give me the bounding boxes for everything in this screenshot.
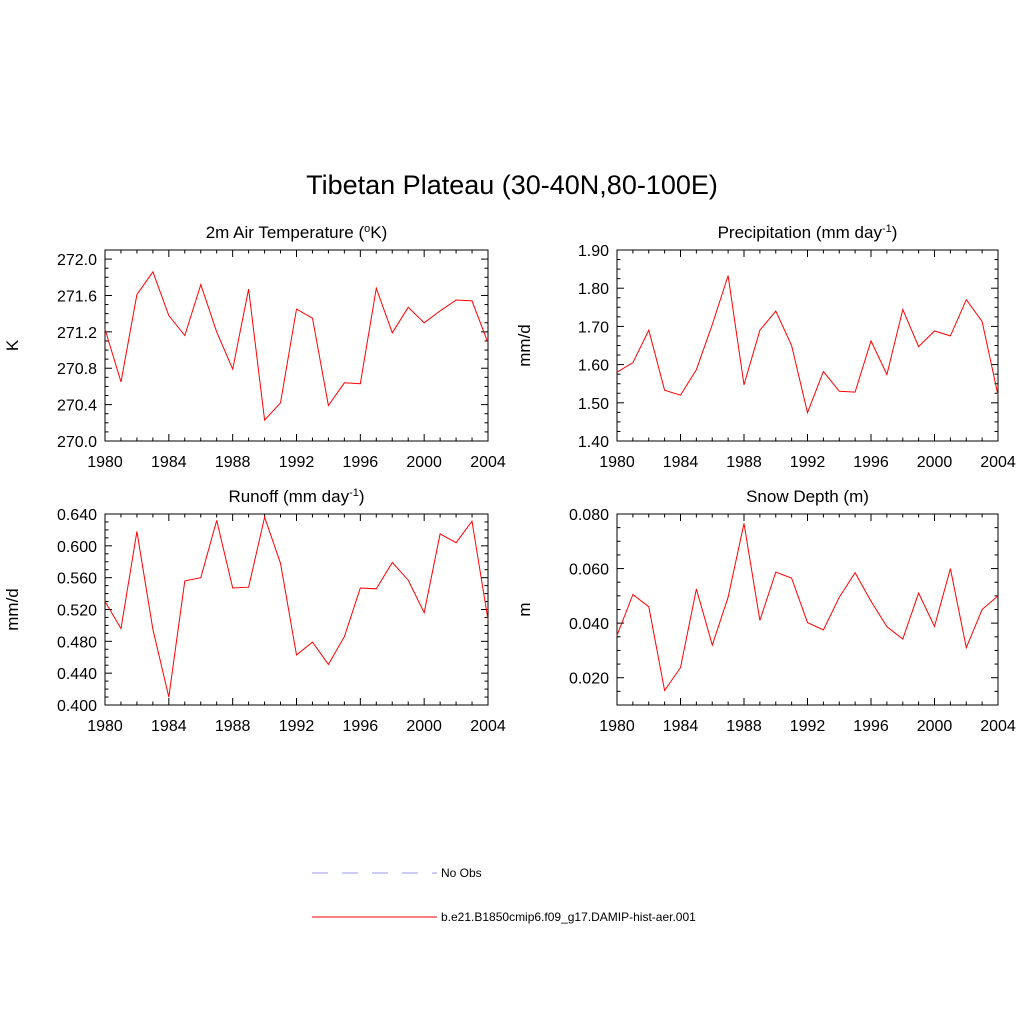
plot-frame bbox=[104, 249, 489, 442]
y-tick-label: 0.440 bbox=[57, 666, 97, 683]
panel-title: 2m Air Temperature (oK) bbox=[206, 223, 388, 242]
y-axis-label: mm/d bbox=[3, 588, 22, 631]
y-tick-label: 1.50 bbox=[578, 396, 609, 413]
y-tick-label: 1.70 bbox=[578, 319, 609, 336]
y-tick-label: 1.90 bbox=[578, 243, 609, 260]
series-line bbox=[616, 523, 999, 692]
x-tick-label: 1988 bbox=[726, 718, 762, 735]
x-tick-label: 1996 bbox=[853, 718, 889, 735]
precipitation-panel: 1980 1984 1988 1992 1996 2000 2004 1.40 1.50 1.60… bbox=[515, 223, 1016, 471]
x-tick-label: 1996 bbox=[343, 718, 379, 735]
x-tick-label: 1984 bbox=[151, 454, 187, 471]
x-tick-label: 1992 bbox=[279, 454, 315, 471]
legend-label-no-obs: No Obs bbox=[441, 866, 482, 880]
y-tick-label: 0.040 bbox=[569, 616, 609, 633]
x-tick-label: 1980 bbox=[87, 718, 123, 735]
plot-frame bbox=[104, 513, 489, 706]
x-tick-label: 1984 bbox=[663, 454, 699, 471]
y-tick-label: 270.4 bbox=[57, 398, 97, 415]
legend bbox=[312, 872, 437, 918]
y-tick-label: 0.560 bbox=[57, 571, 97, 588]
series-line bbox=[616, 275, 999, 415]
y-tick-label: 1.40 bbox=[578, 434, 609, 451]
x-tick-label: 2000 bbox=[917, 454, 953, 471]
snow-depth-panel: 1980 1984 1988 1992 1996 2000 2004 0.020 0.040 0.… bbox=[515, 487, 1016, 735]
x-tick-label: 1988 bbox=[215, 454, 251, 471]
x-tick-label: 1980 bbox=[599, 718, 635, 735]
air-temperature-panel: 1980 1984 1988 1992 1996 2000 2004 270.0 270.4 27… bbox=[3, 223, 506, 471]
y-tick-label: 0.600 bbox=[57, 539, 97, 556]
x-tick-label: 1984 bbox=[151, 718, 187, 735]
y-tick-label: 0.060 bbox=[569, 562, 609, 579]
series-line bbox=[104, 515, 489, 698]
x-tick-label: 2004 bbox=[980, 718, 1016, 735]
x-tick-label: 1988 bbox=[726, 454, 762, 471]
y-tick-label: 1.80 bbox=[578, 281, 609, 298]
y-tick-label: 0.520 bbox=[57, 603, 97, 620]
y-tick-label: 0.080 bbox=[569, 507, 609, 524]
x-tick-label: 1992 bbox=[279, 718, 315, 735]
y-axis-label: m bbox=[515, 602, 534, 616]
x-tick-label: 2000 bbox=[917, 718, 953, 735]
y-tick-label: 0.020 bbox=[569, 671, 609, 688]
x-tick-label: 1980 bbox=[599, 454, 635, 471]
x-tick-label: 1992 bbox=[790, 718, 826, 735]
x-tick-label: 2004 bbox=[470, 454, 506, 471]
x-tick-label: 1992 bbox=[790, 454, 826, 471]
y-tick-label: 0.640 bbox=[57, 507, 97, 524]
x-tick-label: 2004 bbox=[980, 454, 1016, 471]
x-tick-label: 2004 bbox=[470, 718, 506, 735]
runoff-panel: 1980 1984 1988 1992 1996 2000 2004 0.400 0.440 0.… bbox=[3, 487, 506, 735]
legend-label-model: b.e21.B1850cmip6.f09_g17.DAMIP-hist-aer.… bbox=[441, 910, 696, 924]
panel-title: Precipitation (mm day-1) bbox=[718, 223, 898, 242]
y-tick-label: 270.8 bbox=[57, 361, 97, 378]
x-tick-label: 2000 bbox=[406, 454, 442, 471]
panel-title: Snow Depth (m) bbox=[746, 487, 869, 506]
x-tick-label: 1996 bbox=[853, 454, 889, 471]
x-tick-label: 2000 bbox=[406, 718, 442, 735]
x-tick-label: 1984 bbox=[663, 718, 699, 735]
y-axis-label: K bbox=[3, 339, 22, 351]
x-tick-label: 1988 bbox=[215, 718, 251, 735]
y-axis-label: mm/d bbox=[515, 324, 534, 367]
y-tick-label: 270.0 bbox=[57, 434, 97, 451]
y-tick-label: 271.2 bbox=[57, 325, 97, 342]
y-tick-label: 272.0 bbox=[57, 252, 97, 269]
x-tick-label: 1980 bbox=[87, 454, 123, 471]
x-tick-label: 1996 bbox=[343, 454, 379, 471]
y-tick-label: 0.480 bbox=[57, 634, 97, 651]
page-title: Tibetan Plateau (30-40N,80-100E) bbox=[306, 170, 718, 200]
y-tick-label: 0.400 bbox=[57, 698, 97, 715]
series-line bbox=[104, 270, 489, 422]
panel-title: Runoff (mm day-1) bbox=[228, 487, 364, 506]
y-tick-label: 1.60 bbox=[578, 358, 609, 375]
y-tick-label: 271.6 bbox=[57, 288, 97, 305]
